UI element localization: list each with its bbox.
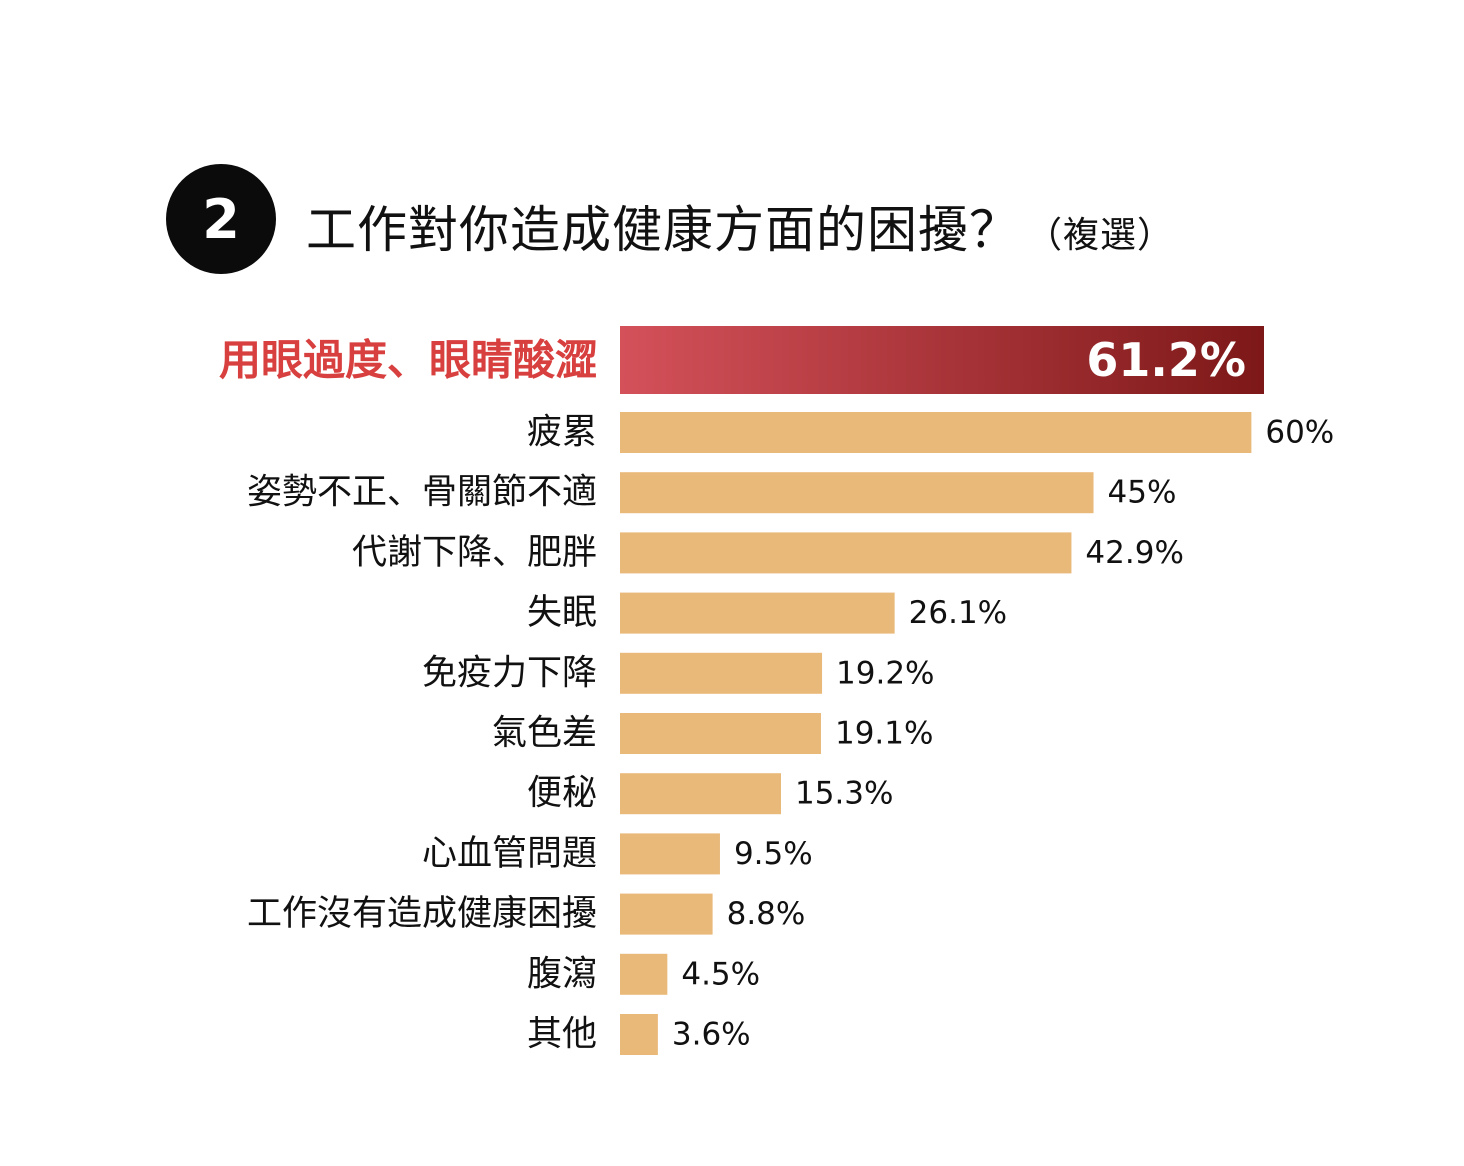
question-number: 2	[202, 187, 240, 251]
value-label-9: 8.8%	[727, 896, 806, 932]
value-label-2: 45%	[1108, 475, 1177, 511]
category-label-2: 姿勢不正、骨關節不適	[247, 473, 597, 513]
bar-11	[620, 1014, 658, 1055]
category-label-4: 失眠	[527, 593, 597, 633]
category-label-8: 心血管問題	[422, 834, 597, 874]
bar-6	[620, 713, 821, 754]
value-label-8: 9.5%	[734, 836, 813, 872]
bar-5	[620, 652, 823, 694]
bar-10	[620, 953, 668, 995]
category-label-3: 代謝下降、肥胖	[352, 533, 597, 573]
bar-0	[620, 326, 1264, 394]
value-label-3: 42.9%	[1085, 535, 1183, 571]
chart-title: 工作對你造成健康方面的困擾？ （複選）	[306, 190, 1174, 262]
chart-header: 2 工作對你造成健康方面的困擾？ （複選）	[0, 0, 1464, 300]
value-label-6: 19.1%	[835, 716, 933, 752]
question-number-badge: 2	[166, 164, 276, 274]
bar-2	[620, 472, 1094, 514]
value-label-0: 61.2%	[1086, 333, 1246, 387]
bar-1	[620, 412, 1252, 453]
value-label-7: 15.3%	[795, 776, 893, 812]
bar-4	[620, 592, 895, 634]
category-label-6: 氣色差	[492, 714, 597, 754]
category-label-7: 便秘	[527, 774, 597, 814]
value-label-11: 3.6%	[672, 1017, 751, 1053]
bar-8	[620, 833, 720, 875]
chart-title-text: 工作對你造成健康方面的困擾？	[306, 201, 1020, 259]
bar-3	[620, 532, 1072, 574]
category-label-11: 其他	[527, 1015, 597, 1055]
category-label-0: 用眼過度、眼睛酸澀	[219, 336, 597, 385]
bar-9	[620, 893, 713, 935]
chart-subtitle: （複選）	[1026, 215, 1175, 256]
value-label-5: 19.2%	[836, 655, 934, 691]
value-label-4: 26.1%	[909, 595, 1007, 631]
category-label-1: 疲累	[527, 413, 597, 453]
value-label-1: 60%	[1265, 415, 1334, 451]
category-label-9: 工作沒有造成健康困擾	[247, 894, 597, 934]
category-label-10: 腹瀉	[527, 954, 597, 994]
category-label-5: 免疫力下降	[422, 653, 597, 693]
value-label-10: 4.5%	[681, 956, 760, 992]
bar-7	[620, 773, 781, 815]
